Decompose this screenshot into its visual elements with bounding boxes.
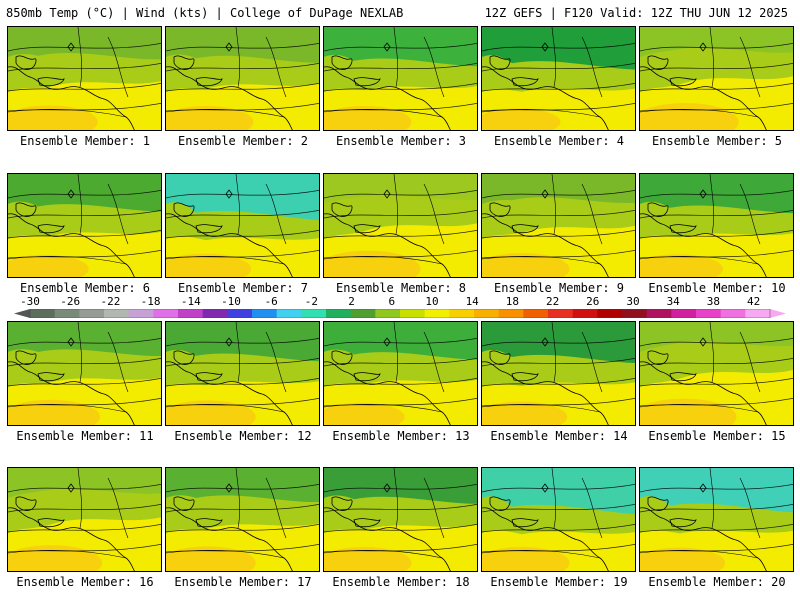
colorbar-tick: 10	[425, 295, 439, 308]
ensemble-member-map	[481, 173, 636, 278]
ensemble-member-label: Ensemble Member: 16	[16, 575, 154, 589]
ensemble-member-map	[165, 173, 320, 278]
ensemble-member-map	[639, 173, 794, 278]
ensemble-member-map	[639, 467, 794, 572]
temperature-colorbar	[14, 309, 786, 318]
colorbar-tick: 2	[348, 295, 355, 308]
colorbar-low-arrow	[14, 309, 30, 318]
colorbar-swatch	[622, 309, 648, 318]
ensemble-member-label: Ensemble Member: 11	[16, 429, 154, 443]
ensemble-member-map	[323, 467, 478, 572]
colorbar-swatch	[696, 309, 722, 318]
ensemble-member-label: Ensemble Member: 10	[648, 281, 786, 295]
ensemble-member-map	[639, 321, 794, 426]
colorbar-tick: 26	[586, 295, 600, 308]
colorbar-swatch	[646, 309, 672, 318]
colorbar-tick: 18	[505, 295, 520, 308]
colorbar-high-arrow	[770, 309, 786, 318]
ensemble-member-label: Ensemble Member: 1	[19, 134, 151, 148]
ensemble-member-map	[7, 321, 162, 426]
colorbar-swatch	[54, 309, 80, 318]
ensemble-member-map	[7, 467, 162, 572]
header-title-left: 850mb Temp (°C) | Wind (kts) | College o…	[6, 6, 404, 20]
ensemble-member-map	[481, 467, 636, 572]
ensemble-member-label: Ensemble Member: 17	[174, 575, 312, 589]
ensemble-member-map	[165, 321, 320, 426]
colorbar-tick: 34	[666, 295, 680, 308]
colorbar-tick: -30	[20, 295, 40, 308]
ensemble-member-label: Ensemble Member: 3	[335, 134, 467, 148]
colorbar-swatch	[597, 309, 623, 318]
ensemble-member-map	[165, 467, 320, 572]
colorbar-tick: 14	[465, 295, 479, 308]
ensemble-member-label: Ensemble Member: 13	[332, 429, 470, 443]
colorbar-swatch	[375, 309, 401, 318]
ensemble-member-label: Ensemble Member: 5	[651, 134, 783, 148]
colorbar-swatch	[523, 309, 549, 318]
ensemble-member-label: Ensemble Member: 7	[177, 281, 309, 295]
ensemble-member-label: Ensemble Member: 20	[648, 575, 786, 589]
ensemble-member-map	[7, 173, 162, 278]
colorbar-swatch	[720, 309, 746, 318]
ensemble-member-map	[481, 26, 636, 131]
colorbar-swatch	[424, 309, 450, 318]
colorbar-tick: -2	[304, 295, 319, 308]
colorbar-swatch	[745, 309, 771, 318]
ensemble-member-map	[323, 173, 478, 278]
ensemble-member-label: Ensemble Member: 14	[490, 429, 628, 443]
colorbar-swatch	[449, 309, 475, 318]
colorbar-tick: 42	[746, 295, 761, 308]
colorbar-tick: -14	[180, 295, 201, 308]
ensemble-member-map	[323, 26, 478, 131]
colorbar-swatch	[498, 309, 524, 318]
colorbar-swatch	[572, 309, 598, 318]
colorbar-swatch	[30, 309, 56, 318]
colorbar-swatch	[128, 309, 154, 318]
colorbar-tick: 30	[626, 295, 640, 308]
ensemble-member-label: Ensemble Member: 4	[493, 134, 625, 148]
ensemble-member-label: Ensemble Member: 19	[490, 575, 628, 589]
colorbar-tick: -10	[221, 295, 241, 308]
colorbar-swatch	[400, 309, 426, 318]
ensemble-member-label: Ensemble Member: 8	[335, 281, 467, 295]
ensemble-member-map	[7, 26, 162, 131]
colorbar-swatch	[276, 309, 302, 318]
ensemble-member-map	[481, 321, 636, 426]
ensemble-member-label: Ensemble Member: 18	[332, 575, 470, 589]
colorbar-swatch	[202, 309, 228, 318]
ensemble-member-map	[639, 26, 794, 131]
colorbar-swatch	[178, 309, 204, 318]
ensemble-member-map	[323, 321, 478, 426]
colorbar-tick: 22	[545, 295, 560, 308]
colorbar-swatch	[326, 309, 352, 318]
colorbar-swatch	[104, 309, 130, 318]
colorbar-tick: -18	[140, 295, 161, 308]
colorbar-tick: 38	[706, 295, 721, 308]
colorbar-swatch	[671, 309, 697, 318]
colorbar-swatch	[301, 309, 327, 318]
ensemble-member-label: Ensemble Member: 15	[648, 429, 786, 443]
colorbar-swatch	[474, 309, 500, 318]
colorbar-swatch	[227, 309, 253, 318]
ensemble-member-label: Ensemble Member: 12	[174, 429, 312, 443]
ensemble-member-map	[165, 26, 320, 131]
ensemble-member-label: Ensemble Member: 6	[19, 281, 151, 295]
header-title-right: 12Z GEFS | F120 Valid: 12Z THU JUN 12 20…	[484, 6, 788, 20]
colorbar-tick: -22	[100, 295, 121, 308]
ensemble-member-label: Ensemble Member: 9	[493, 281, 625, 295]
colorbar-swatch	[548, 309, 574, 318]
colorbar-tick: 6	[388, 295, 396, 308]
colorbar-swatch	[252, 309, 278, 318]
colorbar-tick: -26	[60, 295, 81, 308]
colorbar-swatch	[350, 309, 376, 318]
colorbar-swatch	[79, 309, 105, 318]
ensemble-member-label: Ensemble Member: 2	[177, 134, 309, 148]
colorbar-swatch	[153, 309, 179, 318]
colorbar-tick: -6	[264, 295, 278, 308]
